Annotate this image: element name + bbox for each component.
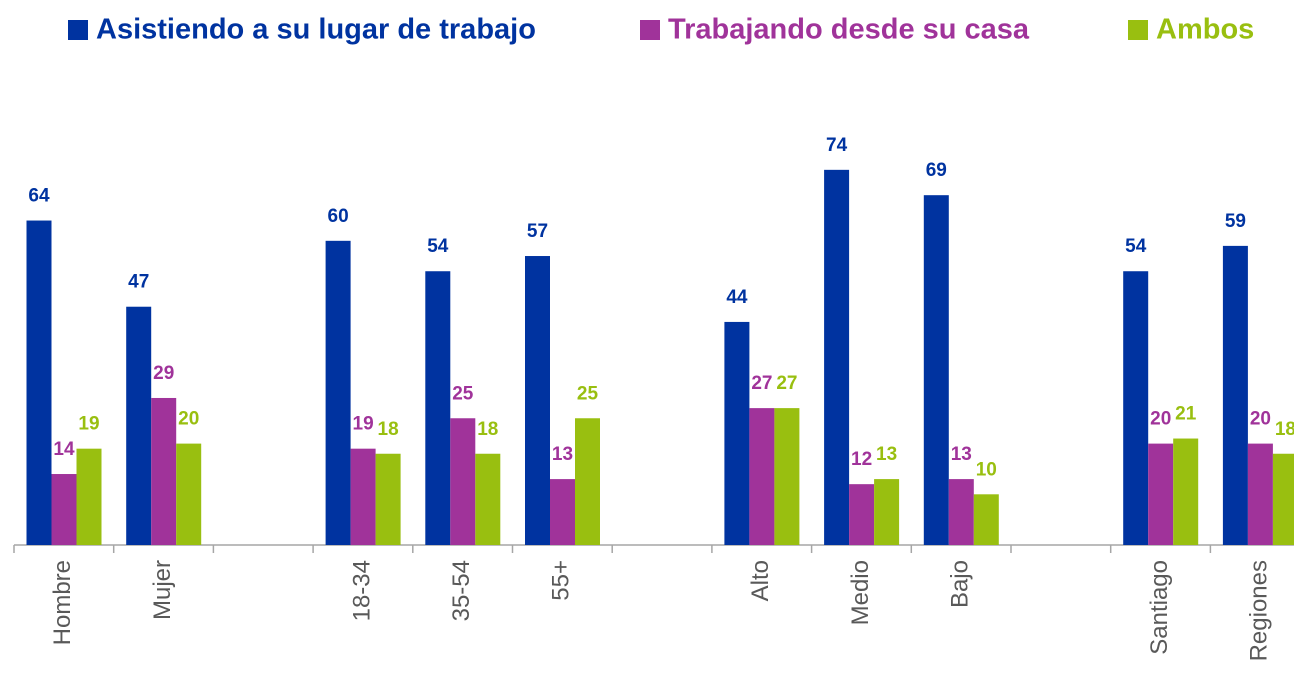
value-label: 20 (1250, 409, 1271, 430)
x-tick-label: 55+ (548, 560, 575, 601)
x-tick-label: Santiago (1146, 560, 1173, 655)
value-label: 12 (851, 449, 872, 470)
value-label: 13 (552, 444, 573, 465)
bar (550, 479, 575, 545)
value-label: 27 (776, 373, 797, 394)
value-label: 64 (28, 186, 50, 207)
bar (151, 397, 177, 545)
value-label: 44 (726, 287, 748, 308)
value-label: 10 (976, 459, 997, 480)
value-label: 21 (1175, 404, 1197, 425)
bar (325, 240, 351, 545)
bar (948, 479, 974, 545)
value-label: 20 (178, 409, 199, 430)
bar (126, 306, 152, 545)
value-label: 54 (1125, 236, 1147, 257)
x-tick-label: Bajo (946, 560, 973, 608)
bar (375, 453, 401, 545)
value-label: 59 (1225, 211, 1246, 232)
legend-label: Ambos (1156, 14, 1254, 46)
bar (849, 484, 875, 545)
bar (51, 474, 77, 545)
bar (774, 408, 800, 545)
bar (176, 443, 202, 545)
bar (1148, 443, 1174, 545)
value-label: 19 (353, 414, 374, 435)
bar (76, 448, 102, 545)
legend-swatch (640, 20, 660, 40)
value-label: 13 (876, 444, 897, 465)
legend-label: Trabajando desde su casa (668, 14, 1030, 46)
bar (425, 271, 451, 545)
value-label: 60 (328, 206, 349, 227)
x-tick-label: Medio (847, 560, 874, 625)
legend-label: Asistiendo a su lugar de trabajo (96, 14, 536, 46)
x-tick-label: Regiones (1246, 560, 1273, 661)
x-tick-label: Hombre (49, 560, 76, 645)
bar (724, 321, 750, 545)
bar (525, 256, 550, 545)
value-label: 29 (153, 363, 174, 384)
bar (1173, 438, 1199, 545)
x-tick-label: Mujer (149, 560, 176, 620)
value-label: 18 (378, 419, 399, 440)
value-label: 14 (53, 439, 75, 460)
bar (923, 195, 949, 546)
value-label: 19 (78, 414, 99, 435)
bar (26, 220, 52, 545)
value-label: 47 (128, 272, 149, 293)
bar (475, 453, 501, 545)
bar (350, 448, 376, 545)
value-label: 69 (926, 160, 947, 181)
value-label: 57 (527, 221, 548, 242)
value-label: 74 (826, 135, 848, 156)
value-label: 54 (427, 236, 449, 257)
bar (1222, 245, 1248, 545)
bar (1123, 271, 1149, 545)
bar (450, 418, 476, 545)
bar (973, 494, 999, 545)
bar (1247, 443, 1273, 545)
value-label: 18 (477, 419, 498, 440)
x-tick-label: 18-34 (348, 560, 375, 621)
bar (874, 479, 900, 545)
bar (824, 169, 850, 545)
x-tick-label: Alto (747, 560, 774, 601)
value-label: 20 (1150, 409, 1171, 430)
bar (575, 418, 600, 545)
legend-swatch (1128, 20, 1148, 40)
bar (749, 408, 775, 545)
x-tick-label: 35-54 (448, 560, 475, 621)
value-label: 25 (452, 383, 474, 404)
value-label: 18 (1275, 419, 1294, 440)
value-label: 25 (577, 383, 599, 404)
legend-swatch (68, 20, 88, 40)
value-label: 13 (951, 444, 972, 465)
bar (1272, 453, 1294, 545)
value-label: 27 (751, 373, 772, 394)
